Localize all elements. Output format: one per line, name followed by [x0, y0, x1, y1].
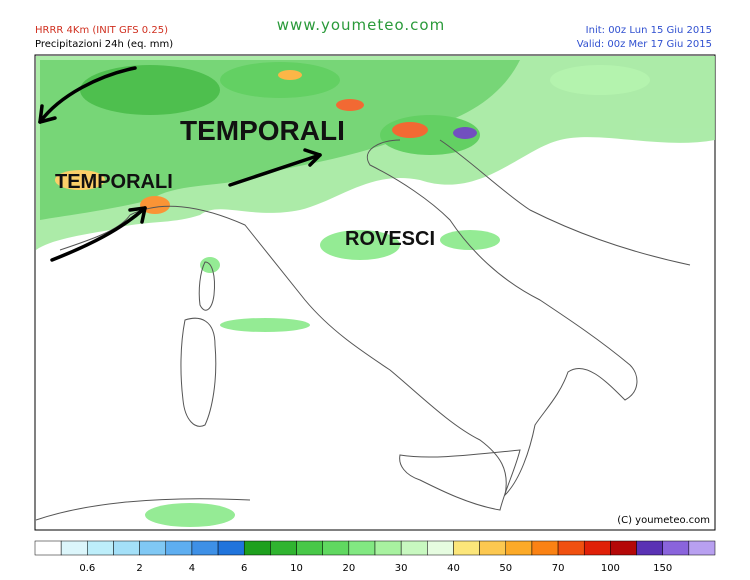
legend-swatch [583, 540, 611, 556]
annotation: ROVESCI [345, 228, 435, 250]
map: TEMPORALI TEMPORALI ROVESCI (C) youmeteo… [34, 54, 716, 531]
legend: 0.6 2 4 6 10 20 30 40 50 70 100 150 [34, 540, 716, 574]
legend-swatch [557, 540, 585, 556]
legend-swatch [374, 540, 402, 556]
legend-label: 10 [290, 563, 303, 574]
legend-swatch [479, 540, 507, 556]
coastlines [35, 139, 691, 521]
legend-label: 150 [653, 563, 672, 574]
legend-label: 2 [136, 563, 142, 574]
legend-swatch [322, 540, 350, 556]
legend-swatch [400, 540, 428, 556]
legend-label: 50 [499, 563, 512, 574]
legend-label: 40 [447, 563, 460, 574]
legend-swatch [165, 540, 193, 556]
legend-swatch [87, 540, 114, 556]
legend-swatch [243, 540, 271, 556]
legend-swatch [505, 540, 533, 556]
arrows [38, 66, 322, 262]
legend-label: 100 [601, 563, 620, 574]
legend-swatch [348, 540, 376, 556]
legend-swatch [296, 540, 323, 556]
legend-swatch [191, 540, 219, 556]
legend-swatch [610, 540, 637, 556]
legend-swatch [531, 540, 559, 556]
legend-swatch [60, 540, 88, 556]
legend-label: 30 [395, 563, 408, 574]
annotation: TEMPORALI [180, 115, 345, 146]
precipitation [36, 56, 715, 527]
legend-swatch [217, 540, 245, 556]
legend-label: 6 [241, 563, 247, 574]
legend-label: 20 [342, 563, 355, 574]
copyright: (C) youmeteo.com [617, 515, 710, 526]
legend-swatch [427, 540, 454, 556]
valid-label: Valid: 00z Mer 17 Giu 2015 [577, 39, 712, 50]
legend-swatch [139, 540, 167, 556]
legend-label: 4 [189, 563, 195, 574]
legend-label: 0.6 [79, 563, 95, 574]
legend-swatch [453, 540, 480, 556]
legend-swatch [636, 540, 663, 556]
legend-swatch [113, 540, 140, 556]
product-label: Precipitazioni 24h (eq. mm) [35, 39, 173, 50]
site-label: www.youmeteo.com [277, 16, 445, 34]
legend-label: 70 [552, 563, 565, 574]
legend-swatch [662, 540, 690, 556]
model-label: HRRR 4Km (INIT GFS 0.25) [35, 25, 168, 36]
legend-swatch [270, 540, 297, 556]
init-label: Init: 00z Lun 15 Giu 2015 [586, 25, 712, 36]
annotation: TEMPORALI [55, 171, 173, 193]
legend-swatch [688, 540, 716, 556]
legend-swatch [34, 540, 62, 556]
